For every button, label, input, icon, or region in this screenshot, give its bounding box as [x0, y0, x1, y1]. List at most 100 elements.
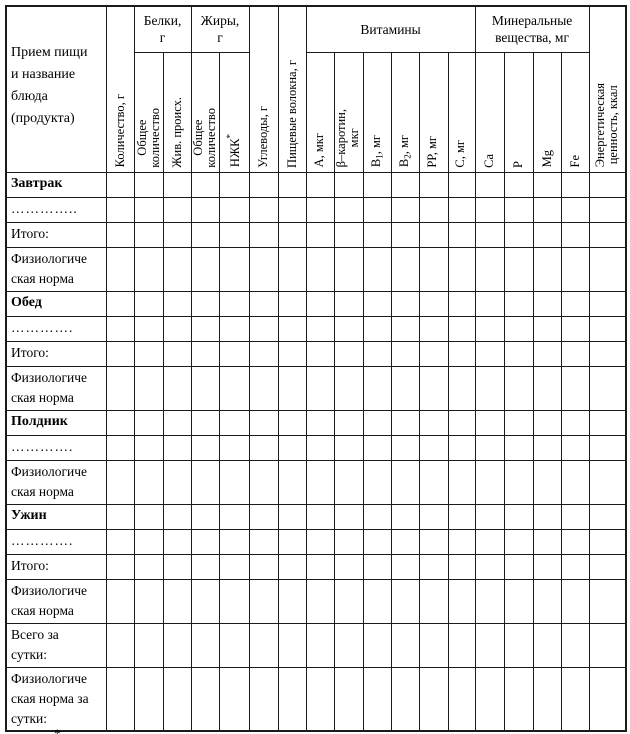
empty-cell: [560, 221, 590, 248]
empty-cell: [190, 340, 220, 367]
empty-cell: [277, 666, 307, 731]
empty-cell: [390, 171, 420, 198]
empty-cell: [190, 553, 220, 580]
empty-cell: [305, 290, 335, 317]
empty-cell: [503, 459, 534, 505]
empty-cell: [503, 315, 534, 342]
empty-cell: [362, 409, 392, 436]
empty-cell: [474, 528, 505, 555]
empty-cell: [305, 171, 335, 198]
empty-cell: [532, 196, 562, 223]
row-label: Итого:: [5, 221, 107, 248]
empty-cell: [503, 503, 534, 530]
empty-cell: [248, 315, 279, 342]
empty-cell: [162, 365, 192, 411]
empty-cell: [447, 196, 476, 223]
empty-cell: [133, 622, 164, 668]
empty-cell: [133, 365, 164, 411]
empty-cell: [418, 578, 449, 624]
row-label: Физиологиче ская норма: [5, 246, 107, 292]
empty-cell: [218, 666, 250, 731]
empty-cell: [133, 221, 164, 248]
empty-cell: [190, 503, 220, 530]
empty-cell: [218, 365, 250, 411]
row-breakfast: Завтрак: [5, 171, 627, 198]
empty-cell: [105, 578, 135, 624]
empty-cell: [418, 528, 449, 555]
empty-cell: [560, 340, 590, 367]
group-header-vitamins: Витамины: [305, 5, 476, 53]
empty-cell: [362, 246, 392, 292]
empty-cell: [362, 622, 392, 668]
row-label: ………….: [5, 315, 107, 342]
empty-cell: [333, 171, 364, 198]
empty-cell: [503, 578, 534, 624]
empty-cell: [218, 622, 250, 668]
empty-cell: [474, 622, 505, 668]
row-breakfast-total: Итого:: [5, 221, 627, 248]
empty-cell: [305, 340, 335, 367]
empty-cell: [362, 315, 392, 342]
empty-cell: [162, 409, 192, 436]
empty-cell: [362, 459, 392, 505]
row-breakfast-dish: …………..: [5, 196, 627, 223]
empty-cell: [418, 340, 449, 367]
empty-cell: [105, 528, 135, 555]
empty-cell: [503, 340, 534, 367]
empty-cell: [133, 246, 164, 292]
empty-cell: [248, 365, 279, 411]
empty-cell: [447, 666, 476, 731]
empty-cell: [418, 503, 449, 530]
empty-cell: [503, 528, 534, 555]
empty-cell: [447, 553, 476, 580]
empty-cell: [532, 171, 562, 198]
empty-cell: [474, 553, 505, 580]
empty-cell: [362, 528, 392, 555]
empty-cell: [418, 365, 449, 411]
empty-cell: [133, 553, 164, 580]
empty-cell: [390, 246, 420, 292]
empty-cell: [532, 290, 562, 317]
col-header-vitamin-pp: РР, мг: [418, 51, 449, 173]
empty-cell: [447, 503, 476, 530]
empty-cell: [503, 290, 534, 317]
empty-cell: [248, 290, 279, 317]
row-snack-norm: Физиологиче ская норма: [5, 459, 627, 505]
empty-cell: [390, 365, 420, 411]
empty-cell: [447, 290, 476, 317]
empty-cell: [560, 459, 590, 505]
empty-cell: [503, 622, 534, 668]
empty-cell: [560, 365, 590, 411]
empty-cell: [162, 503, 192, 530]
empty-cell: [105, 622, 135, 668]
empty-cell: [305, 528, 335, 555]
empty-cell: [105, 365, 135, 411]
empty-cell: [362, 171, 392, 198]
footnote-asterisk: *: [224, 134, 235, 139]
header-row-subcolumns: Общее количество Жив. происх. Общее коли…: [6, 51, 626, 173]
group-header-fats: Жиры, г: [190, 5, 250, 53]
empty-cell: [333, 666, 364, 731]
row-dinner-total: Итого:: [5, 553, 627, 580]
empty-cell: [588, 503, 627, 530]
empty-cell: [560, 171, 590, 198]
empty-cell: [248, 434, 279, 461]
col-header-phosphorus: Р: [503, 51, 534, 173]
empty-cell: [190, 622, 220, 668]
empty-cell: [474, 171, 505, 198]
empty-cell: [503, 246, 534, 292]
empty-cell: [390, 528, 420, 555]
empty-cell: [390, 221, 420, 248]
empty-cell: [474, 246, 505, 292]
empty-cell: [362, 196, 392, 223]
empty-cell: [248, 503, 279, 530]
empty-cell: [418, 459, 449, 505]
empty-cell: [105, 553, 135, 580]
empty-cell: [532, 503, 562, 530]
empty-cell: [105, 315, 135, 342]
row-breakfast-norm: Физиологиче ская норма: [5, 246, 627, 292]
empty-cell: [277, 290, 307, 317]
empty-cell: [105, 290, 135, 317]
row-label: Всего за сутки:: [5, 622, 107, 668]
empty-cell: [418, 622, 449, 668]
